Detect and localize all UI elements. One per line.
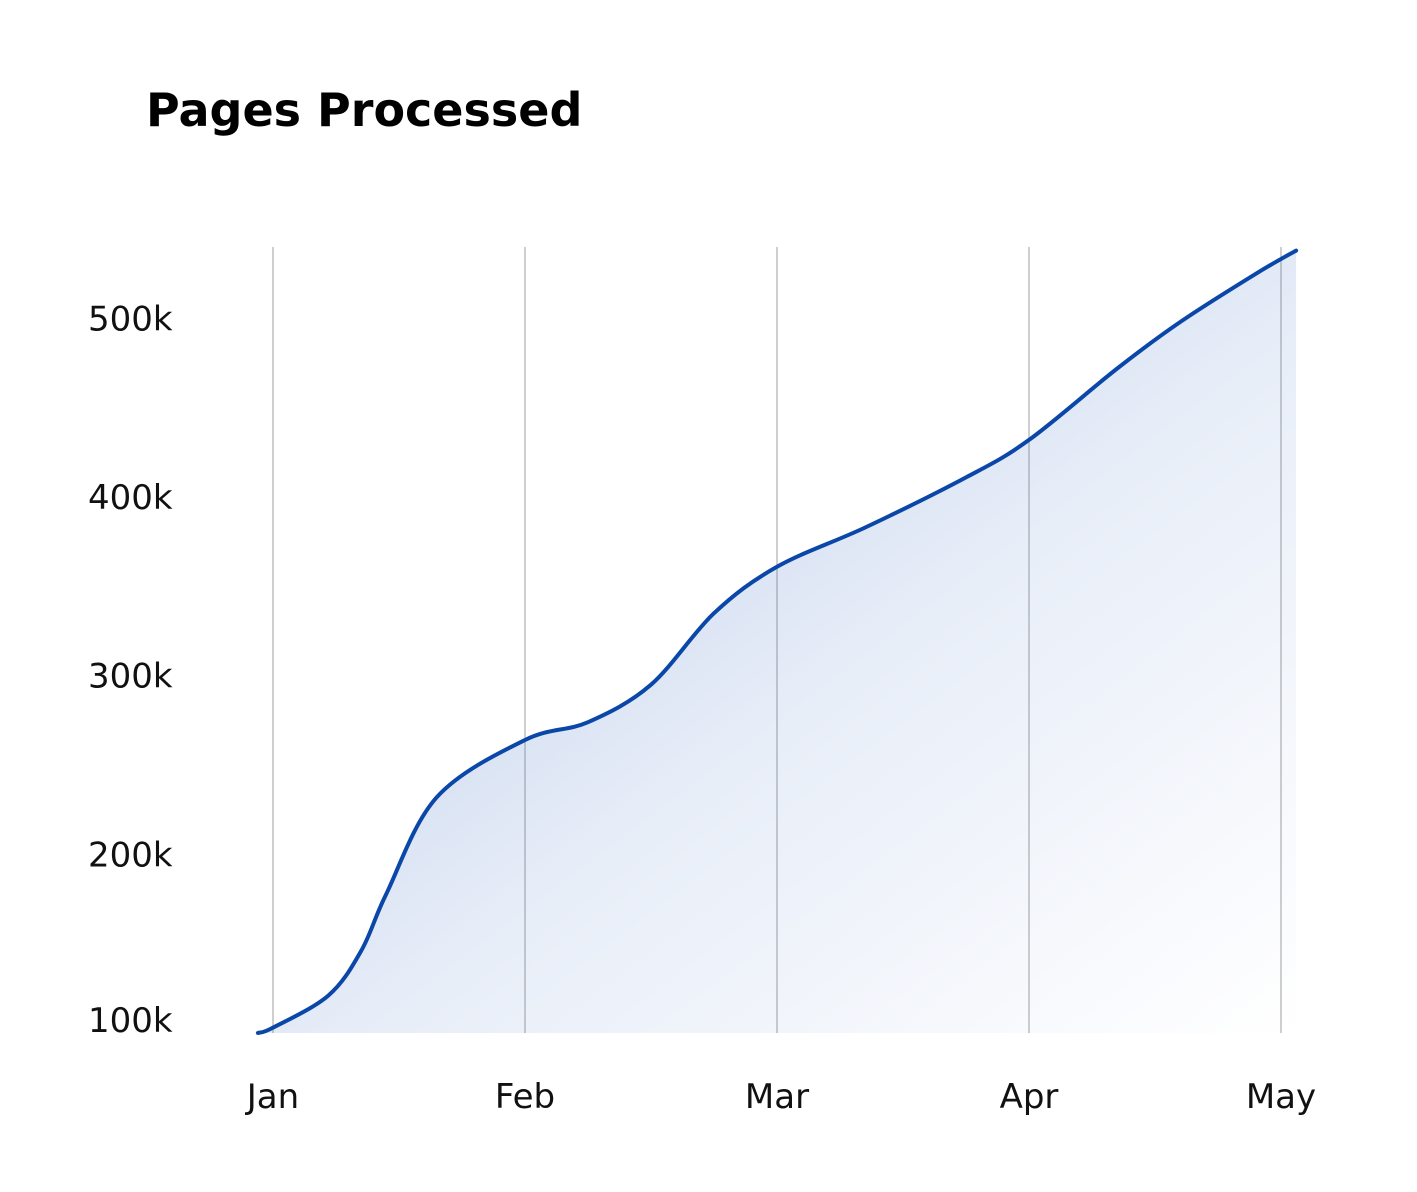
x-axis: Jan Feb Mar Apr May [245,1077,1316,1117]
chart-title: Pages Processed [146,83,582,137]
y-tick-label-300k: 300k [88,657,173,697]
x-tick-label-mar: Mar [745,1077,809,1117]
series-lines [255,248,1299,1035]
x-tick-label-jan: Jan [245,1077,299,1117]
y-tick-label-200k: 200k [88,835,173,875]
x-tick-label-apr: Apr [1000,1077,1059,1117]
y-tick-label-100k: 100k [88,1001,173,1041]
x-tick-label-feb: Feb [495,1077,555,1117]
series-area [257,250,1297,1034]
series-area-fill [257,250,1297,1034]
series-line [255,248,1299,1035]
y-tick-label-500k: 500k [88,299,173,339]
x-tick-label-may: May [1246,1077,1316,1117]
y-axis: 100k 200k 300k 400k 500k [88,299,173,1041]
y-tick-label-400k: 400k [88,478,173,518]
